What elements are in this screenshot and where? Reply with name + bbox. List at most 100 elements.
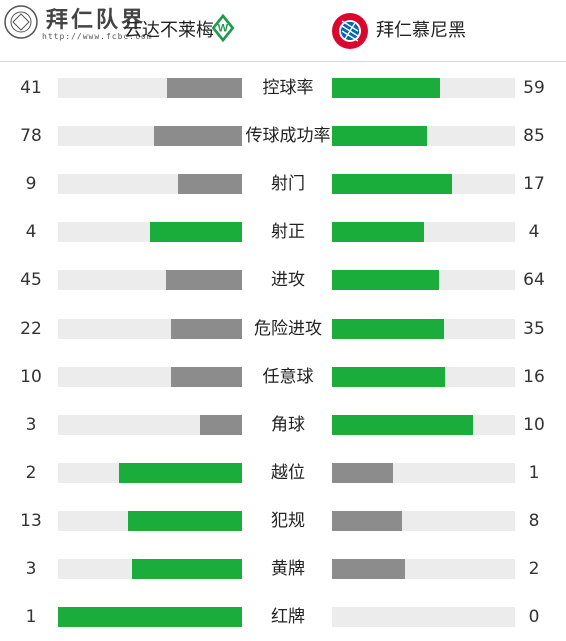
stat-label: 犯规 [271, 511, 305, 531]
away-stat-bar [332, 511, 402, 531]
stat-label: 射正 [271, 222, 305, 242]
away-stat-bar [332, 463, 393, 483]
home-stat-bar-track [58, 78, 242, 98]
home-stat-bar [128, 511, 242, 531]
home-stat-value: 2 [25, 463, 37, 483]
stat-row: 78 传球成功率 85 [0, 124, 566, 148]
away-stat-bar [332, 319, 445, 339]
away-stat-value: 16 [523, 367, 545, 387]
stat-label: 射门 [271, 174, 305, 194]
away-stat-value: 64 [523, 270, 545, 290]
stat-row: 4 射正 4 [0, 220, 566, 244]
home-stat-bar [178, 174, 242, 194]
away-stat-bar [332, 78, 440, 98]
away-stat-bar [332, 270, 440, 290]
home-stat-value: 41 [20, 78, 42, 98]
away-stat-value: 10 [523, 415, 545, 435]
away-stat-value: 2 [528, 559, 540, 579]
home-stat-bar-track [58, 559, 242, 579]
away-stat-bar-track [332, 607, 515, 627]
home-stat-bar [170, 319, 242, 339]
stat-label: 进攻 [271, 270, 305, 290]
away-stat-value: 59 [523, 78, 545, 98]
home-stat-bar-track [58, 174, 242, 194]
stat-label: 控球率 [262, 78, 314, 98]
away-stat-bar-track [332, 319, 515, 339]
home-stat-value: 3 [25, 559, 37, 579]
stat-row: 22 危险进攻 35 [0, 317, 566, 341]
away-stat-value: 35 [523, 319, 545, 339]
fc-bayern-logo-icon [332, 13, 368, 49]
stat-label: 红牌 [271, 607, 305, 627]
home-stat-bar [199, 415, 242, 435]
home-stat-value: 1 [25, 607, 37, 627]
header-divider [0, 61, 566, 62]
home-stat-value: 13 [20, 511, 42, 531]
home-stat-bar [131, 559, 242, 579]
away-stat-bar-track [332, 126, 515, 146]
stat-label: 越位 [271, 463, 305, 483]
away-stat-bar [332, 174, 452, 194]
home-stat-bar [119, 463, 242, 483]
stat-label: 角球 [271, 415, 305, 435]
home-stat-bar-track [58, 511, 242, 531]
home-stat-bar-track [58, 126, 242, 146]
match-header: 拜仁队界 http://www.fcbc.com 云达不莱梅 W 拜仁慕尼黑 [0, 0, 566, 62]
home-stat-bar-track [58, 367, 242, 387]
stat-label: 任意球 [262, 367, 314, 387]
svg-text:W: W [218, 23, 229, 35]
stat-row: 9 射门 17 [0, 172, 566, 196]
away-stat-bar [332, 415, 473, 435]
away-team-name: 拜仁慕尼黑 [376, 20, 466, 41]
stat-row: 13 犯规 8 [0, 509, 566, 533]
away-stat-value: 8 [528, 511, 540, 531]
away-stat-value: 1 [528, 463, 540, 483]
away-stat-value: 85 [523, 126, 545, 146]
away-stat-bar-track [332, 367, 515, 387]
stat-row: 1 红牌 0 [0, 605, 566, 629]
werder-bremen-logo-icon: W [210, 12, 236, 44]
home-stat-bar-track [58, 415, 242, 435]
away-stat-bar-track [332, 270, 515, 290]
away-stat-bar [332, 126, 428, 146]
away-stat-bar-track [332, 174, 515, 194]
home-stat-bar [58, 607, 242, 627]
away-stat-bar-track [332, 463, 515, 483]
home-stat-value: 22 [20, 319, 42, 339]
stat-row: 3 角球 10 [0, 413, 566, 437]
fcbc-watermark: 拜仁队界 http://www.fcbc.com [0, 0, 152, 48]
home-stat-bar-track [58, 270, 242, 290]
home-stat-bar-track [58, 607, 242, 627]
home-stat-bar-track [58, 319, 242, 339]
home-stat-value: 4 [25, 222, 37, 242]
fcb-watermark-logo-icon [4, 5, 38, 39]
home-stat-bar [166, 270, 242, 290]
watermark-url: http://www.fcbc.com [42, 32, 153, 41]
home-stat-bar [150, 222, 242, 242]
away-stat-bar-track [332, 78, 515, 98]
home-stat-value: 3 [25, 415, 37, 435]
away-stat-value: 0 [528, 607, 540, 627]
away-stat-value: 17 [523, 174, 545, 194]
away-stat-bar [332, 222, 424, 242]
away-stat-bar-track [332, 511, 515, 531]
home-stat-value: 78 [20, 126, 42, 146]
away-stat-bar-track [332, 222, 515, 242]
stat-row: 3 黄牌 2 [0, 557, 566, 581]
away-stat-bar-track [332, 415, 515, 435]
stat-row: 41 控球率 59 [0, 76, 566, 100]
stat-row: 45 进攻 64 [0, 268, 566, 292]
away-stat-value: 4 [528, 222, 540, 242]
away-stat-bar-track [332, 559, 515, 579]
stat-row: 10 任意球 16 [0, 365, 566, 389]
away-stat-bar [332, 559, 406, 579]
home-stat-value: 10 [20, 367, 42, 387]
home-stat-value: 9 [25, 174, 37, 194]
stat-label: 危险进攻 [254, 319, 322, 339]
stat-label: 传球成功率 [245, 126, 331, 146]
watermark-text: 拜仁队界 [46, 7, 147, 33]
home-team-name: 云达不莱梅 [124, 20, 214, 41]
away-stat-bar [332, 367, 445, 387]
stat-label: 黄牌 [271, 559, 305, 579]
home-stat-bar-track [58, 463, 242, 483]
